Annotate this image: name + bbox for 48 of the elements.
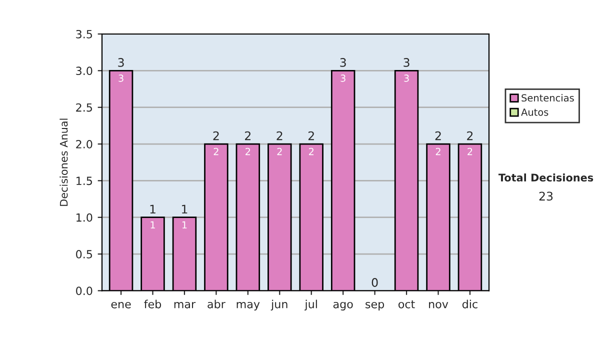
text: 2.0 [76, 140, 92, 148]
text: 3.5 [76, 30, 92, 38]
total-label: 2 [435, 131, 441, 140]
data-label: 1 [150, 221, 155, 228]
y-axis-title: Decisiones Anual [60, 118, 68, 206]
text: 3.0 [76, 66, 92, 76]
x-tick-label: nov [429, 302, 448, 308]
text: 1.5 [76, 176, 92, 186]
data-label: 2 [277, 148, 282, 156]
total-label: 0 [372, 278, 378, 287]
total-label: 3 [404, 58, 410, 67]
data-label: 3 [118, 74, 124, 82]
x-tick-label: ene [111, 302, 131, 308]
total-label: 1 [182, 204, 188, 214]
text: 0.0 [76, 286, 92, 296]
text: Total Decisiones [498, 173, 594, 182]
text: 2.5 [76, 103, 92, 112]
total-label: 2 [213, 131, 219, 140]
total-label: 3 [118, 58, 124, 67]
data-label: 2 [308, 148, 314, 156]
total-label: 2 [276, 131, 282, 140]
total-label: 3 [340, 58, 346, 67]
data-label: 2 [468, 148, 472, 156]
data-label: 2 [214, 148, 218, 156]
total-label: 1 [150, 204, 156, 214]
data-label: 3 [404, 74, 409, 82]
total-label: 2 [308, 131, 314, 140]
text: 1.0 [76, 213, 92, 222]
x-tick-label: dic [462, 300, 478, 308]
x-tick-label: jun [270, 300, 288, 310]
data-label: 2 [436, 148, 440, 156]
data-label: 2 [246, 148, 250, 156]
x-tick-label: abr [208, 300, 226, 308]
x-tick-label: ago [333, 302, 353, 310]
total-label: 2 [467, 131, 473, 140]
x-tick-label: may [236, 302, 260, 310]
text: 23 [539, 192, 553, 201]
x-tick-label: mar [174, 302, 196, 308]
x-tick-label: sep [366, 302, 384, 310]
data-label: 3 [340, 74, 346, 82]
x-tick-label: feb [144, 300, 162, 308]
x-tick-label: jul [304, 300, 317, 310]
legend-label: Autos [521, 108, 548, 116]
legend-label: Sentencias [522, 94, 574, 102]
x-tick-label: oct [398, 300, 415, 308]
data-label: 1 [182, 221, 187, 228]
text: 0.5 [76, 250, 92, 258]
total-label: 2 [245, 131, 250, 140]
